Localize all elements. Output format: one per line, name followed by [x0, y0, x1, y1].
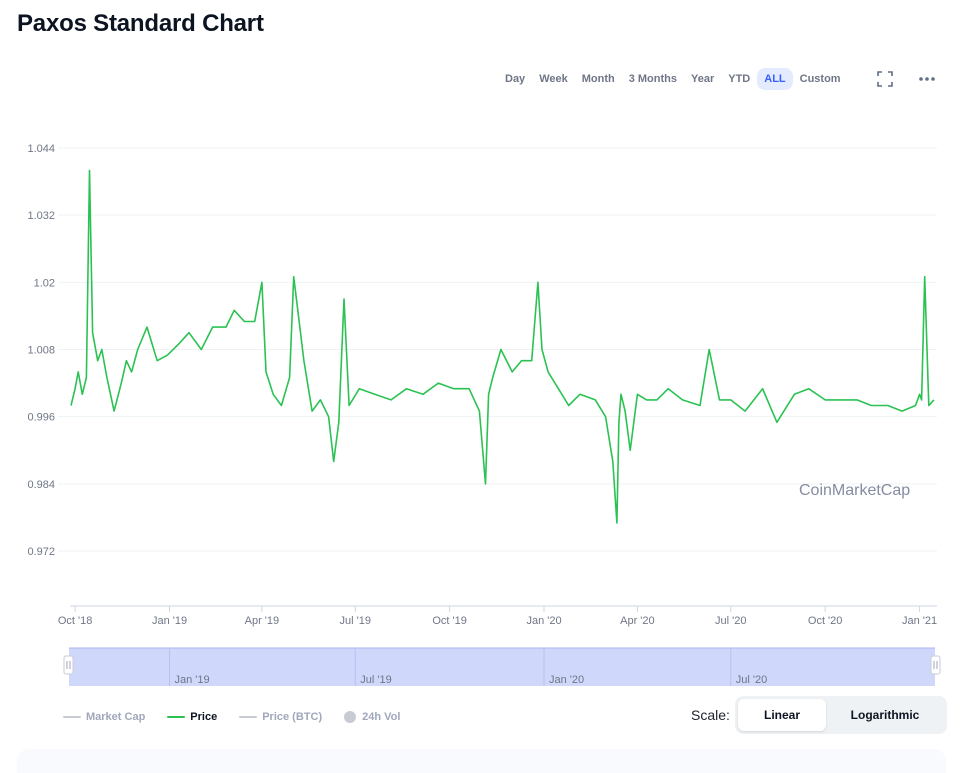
navigator-right-handle[interactable]	[930, 655, 941, 675]
x-tick-label: Jul '20	[715, 615, 746, 627]
y-tick-label: 0.996	[27, 412, 55, 424]
range-day-button[interactable]: Day	[505, 73, 526, 85]
scale-logarithmic-button[interactable]: Logarithmic	[850, 708, 920, 722]
y-tick-label: 1.044	[27, 143, 55, 155]
navigator-label: Jul '20	[736, 674, 767, 686]
bottom-panel	[17, 749, 946, 773]
price-series-line	[70, 169, 935, 524]
price-chart[interactable]: 1.044 1.032 1.02 1.008 0.996 0.984 0.972 Oct '1…	[0, 120, 971, 640]
legend-label: Market Cap	[86, 711, 146, 723]
scale-label: Scale:	[691, 707, 730, 723]
legend-line-icon	[167, 716, 186, 718]
x-tick-label: Apr '20	[620, 615, 655, 627]
navigator-label: Jan '20	[549, 674, 584, 686]
x-tick-label: Jan '19	[152, 615, 187, 627]
x-tick-label: Apr '19	[245, 615, 280, 627]
range-navigator[interactable]: Jan '19 Jul '19 Jan '20 Jul '20	[0, 640, 971, 695]
legend-price[interactable]: Price	[167, 711, 217, 723]
navigator-left-handle[interactable]	[63, 655, 74, 675]
price-chart-svg: 1.044 1.032 1.02 1.008 0.996 0.984 0.972 Oct '1…	[27, 143, 937, 627]
x-tick-label: Jul '19	[340, 615, 371, 627]
legend-label: Price (BTC)	[262, 711, 323, 723]
scale-toggle: Linear Logarithmic	[735, 696, 947, 734]
watermark-label: CoinMarketCap	[799, 482, 911, 499]
range-3-months-button[interactable]: 3 Months	[628, 73, 677, 85]
page-title: Paxos Standard Chart	[17, 10, 264, 37]
scale-linear-button[interactable]: Linear	[738, 699, 826, 731]
legend-price-btc[interactable]: Price (BTC)	[239, 711, 322, 723]
fullscreen-icon[interactable]	[875, 69, 895, 89]
legend-market-cap[interactable]: Market Cap	[63, 711, 145, 723]
navigator-selection[interactable]	[69, 648, 935, 686]
legend-line-icon	[63, 716, 81, 718]
range-all-button[interactable]: ALL	[757, 68, 793, 90]
x-tick-label: Oct '18	[58, 615, 93, 627]
range-week-button[interactable]: Week	[539, 73, 568, 85]
range-custom-button[interactable]: Custom	[799, 73, 841, 85]
navigator-label: Jan '19	[175, 674, 210, 686]
legend-label: 24h Vol	[362, 711, 401, 723]
time-range-selector: Day Week Month 3 Months Year YTD ALL Cus…	[498, 67, 848, 91]
y-tick-label: 1.02	[34, 277, 55, 289]
y-tick-label: 0.972	[27, 546, 55, 558]
x-tick-label: Jan '21	[902, 615, 937, 627]
chart-legend: Market Cap Price Price (BTC) 24h Vol	[63, 707, 422, 727]
x-tick-label: Jan '20	[526, 615, 561, 627]
range-month-button[interactable]: Month	[581, 73, 615, 85]
range-ytd-button[interactable]: YTD	[728, 73, 751, 85]
legend-24h-vol[interactable]: 24h Vol	[344, 711, 400, 723]
legend-dot-icon	[344, 711, 357, 723]
y-tick-label: 1.008	[27, 345, 55, 357]
y-tick-label: 0.984	[27, 479, 55, 491]
range-year-button[interactable]: Year	[691, 73, 715, 85]
navigator-label: Jul '19	[360, 674, 391, 686]
legend-line-icon	[239, 716, 258, 718]
legend-label: Price	[190, 711, 218, 723]
x-tick-label: Oct '19	[432, 615, 467, 627]
x-tick-label: Oct '20	[808, 615, 843, 627]
y-tick-label: 1.032	[27, 210, 55, 222]
more-options-icon[interactable]	[917, 69, 937, 89]
